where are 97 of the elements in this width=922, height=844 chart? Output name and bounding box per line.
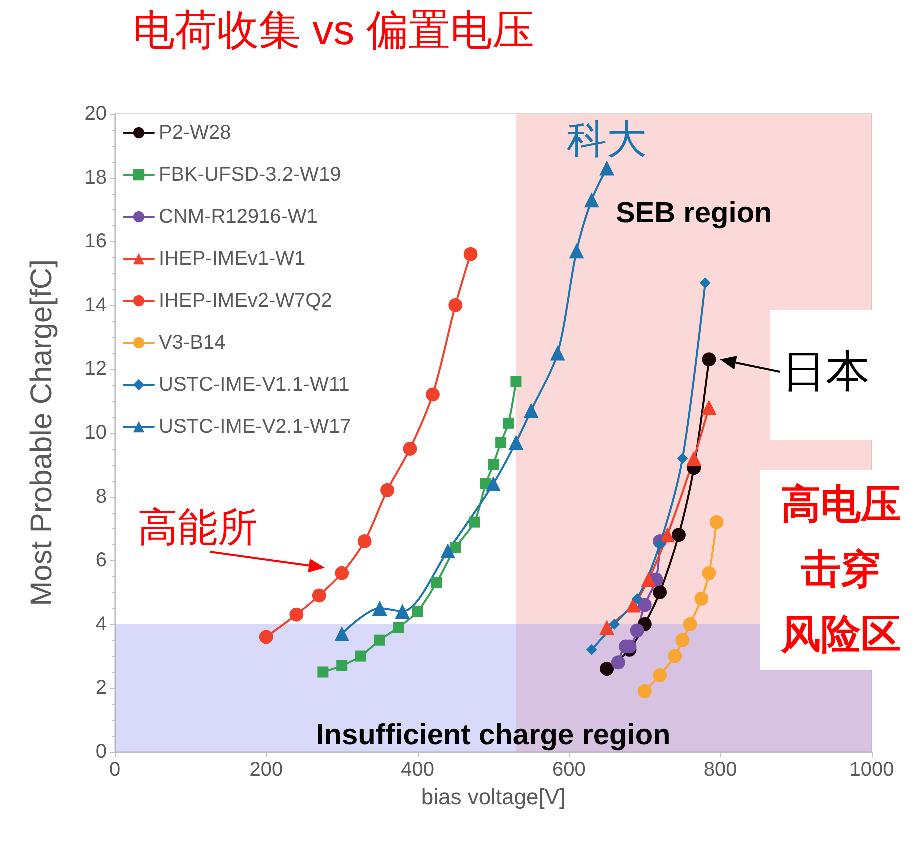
point <box>586 644 598 656</box>
point <box>508 435 524 450</box>
point <box>503 418 514 429</box>
point <box>393 622 404 634</box>
point <box>609 618 620 630</box>
point <box>676 633 690 648</box>
annotation: 击穿 <box>800 548 881 592</box>
y-axis-title: Most Probable Charge[fC] <box>26 260 58 606</box>
y-tick-label: 4 <box>96 613 107 636</box>
point <box>600 662 614 676</box>
y-tick-label: 12 <box>84 358 107 380</box>
y-tick-label: 14 <box>84 294 107 316</box>
chart-title: 电荷收集 vs 偏置电压 <box>133 6 534 54</box>
point <box>318 666 329 678</box>
x-axis-title: bias voltage[V] <box>421 784 566 810</box>
point <box>336 660 348 672</box>
x-tick-label: 200 <box>250 759 284 781</box>
legend-label: CNM-R12916-W1 <box>159 206 318 228</box>
point <box>486 476 501 492</box>
x-tick-label: 1000 <box>850 759 894 781</box>
legend-label: USTC-IME-V2.1-W17 <box>159 416 352 438</box>
x-tick-label: 600 <box>552 759 586 781</box>
annotation: 风险区 <box>780 613 901 657</box>
point <box>431 577 442 588</box>
point <box>611 656 626 670</box>
annotation: 日本 <box>782 348 870 396</box>
band-label: SEB region <box>616 198 772 230</box>
point <box>600 620 615 636</box>
y-tick-label: 18 <box>84 166 107 189</box>
point <box>448 298 463 312</box>
x-tick-label: 0 <box>109 759 121 781</box>
point <box>358 534 372 548</box>
point <box>469 516 480 528</box>
point <box>694 592 709 606</box>
point <box>356 650 367 662</box>
point <box>374 634 386 646</box>
point <box>450 542 462 554</box>
point <box>672 528 686 542</box>
y-tick-label: 8 <box>96 486 107 508</box>
y-tick-label: 20 <box>84 103 107 125</box>
legend-label: IHEP-IMEv1-W1 <box>159 248 306 270</box>
y-tick-label: 16 <box>84 230 107 253</box>
annotation: 高电压 <box>781 483 901 527</box>
point <box>638 684 652 698</box>
point <box>710 515 724 530</box>
point <box>488 459 499 470</box>
y-tick-label: 10 <box>84 422 107 444</box>
point <box>426 388 440 402</box>
point <box>569 244 584 259</box>
x-tick-label: 800 <box>704 759 738 781</box>
legend-label: USTC-IME-V1.1-W11 <box>159 374 350 396</box>
point <box>403 442 418 456</box>
point <box>312 588 326 603</box>
point <box>632 593 643 604</box>
point <box>464 247 478 262</box>
point <box>380 483 395 498</box>
point <box>584 192 600 208</box>
point <box>668 649 682 664</box>
legend-label: FBK-UFSD-3.2-W19 <box>159 164 342 186</box>
legend-label: P2-W28 <box>159 122 232 144</box>
point <box>510 376 522 388</box>
point <box>626 598 642 613</box>
point <box>702 400 717 415</box>
annotation: 科大 <box>567 118 647 162</box>
y-tick-label: 2 <box>96 677 107 700</box>
point <box>630 624 644 638</box>
point <box>654 539 666 550</box>
x-tick-label: 400 <box>401 759 434 781</box>
point <box>660 528 676 543</box>
point <box>334 626 350 642</box>
point <box>259 630 274 644</box>
point <box>653 668 668 682</box>
point <box>700 278 711 289</box>
point <box>496 437 507 448</box>
point <box>524 403 539 418</box>
point <box>412 606 424 618</box>
y-tick-label: 0 <box>96 741 107 763</box>
point <box>686 451 702 466</box>
legend-label: IHEP-IMEv2-W7Q2 <box>159 290 332 312</box>
legend-label: V3-B14 <box>159 332 226 354</box>
point <box>702 352 716 367</box>
point <box>683 617 698 632</box>
band-label: Insufficient charge region <box>316 720 671 752</box>
point <box>372 600 388 616</box>
point <box>600 160 615 176</box>
point <box>335 566 350 580</box>
point <box>440 544 456 559</box>
point <box>290 608 304 622</box>
point <box>677 453 688 464</box>
point <box>550 346 566 361</box>
point <box>395 604 410 620</box>
point <box>641 572 656 588</box>
y-tick-label: 6 <box>96 550 107 572</box>
annotation: 高能所 <box>138 506 258 550</box>
point <box>638 598 652 612</box>
point <box>653 586 668 600</box>
point <box>702 566 716 580</box>
